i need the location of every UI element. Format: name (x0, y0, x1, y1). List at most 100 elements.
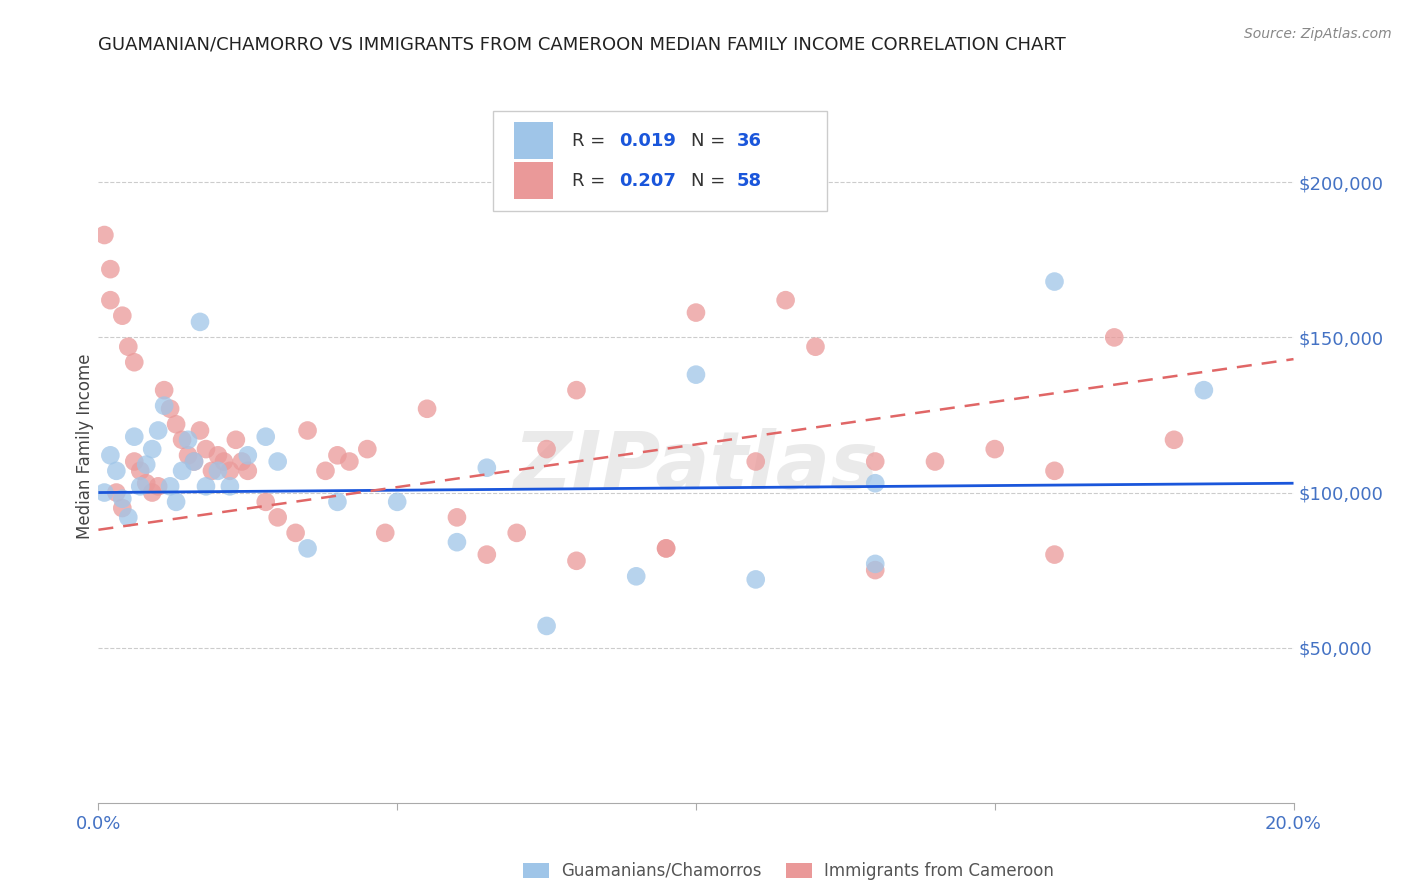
Point (536, 442, 558, 456)
Point (93, 485, 115, 500)
Point (105, 485, 128, 500)
Point (297, 424, 319, 438)
Point (148, 479, 170, 493)
Text: R =: R = (572, 171, 610, 189)
Point (236, 448, 259, 462)
Point (111, 309, 134, 323)
Point (183, 454, 205, 468)
Point (446, 510, 468, 524)
Point (1163, 433, 1185, 447)
Point (374, 525, 396, 540)
Text: ZIPatlas: ZIPatlas (513, 428, 879, 507)
Point (177, 433, 200, 447)
Point (356, 442, 378, 456)
Point (129, 479, 152, 493)
Point (865, 476, 887, 491)
Point (219, 464, 242, 478)
Point (111, 501, 134, 516)
Point (254, 430, 277, 444)
Point (745, 573, 768, 587)
Point (416, 401, 439, 416)
Point (141, 442, 163, 456)
Point (254, 495, 277, 509)
Point (135, 476, 157, 491)
Point (655, 541, 678, 556)
Point (475, 460, 498, 475)
Point (159, 401, 181, 416)
Point (225, 433, 247, 447)
Point (195, 442, 218, 456)
Point (93, 227, 115, 242)
Point (219, 479, 242, 493)
Point (655, 541, 678, 556)
Point (172, 464, 194, 478)
Point (159, 479, 181, 493)
Bar (515, 162, 553, 199)
Bar (523, 863, 548, 879)
Point (111, 491, 134, 506)
Point (100, 262, 122, 277)
Point (201, 464, 224, 478)
Point (124, 454, 146, 468)
Point (183, 454, 205, 468)
Point (745, 454, 768, 468)
Point (626, 569, 648, 583)
Point (165, 417, 187, 432)
Bar (786, 863, 811, 879)
Point (506, 525, 529, 540)
Point (446, 535, 468, 549)
Point (212, 454, 235, 468)
Point (177, 448, 200, 462)
Point (984, 442, 1007, 456)
FancyBboxPatch shape (494, 111, 828, 211)
Point (195, 479, 218, 493)
Point (172, 433, 194, 447)
Text: Source: ZipAtlas.com: Source: ZipAtlas.com (1244, 27, 1392, 41)
Text: 0.019: 0.019 (620, 132, 676, 150)
Point (129, 464, 152, 478)
Point (124, 430, 146, 444)
Text: 0.207: 0.207 (620, 171, 676, 189)
Point (100, 293, 122, 308)
Point (1192, 383, 1215, 397)
Point (135, 458, 157, 472)
Point (475, 548, 498, 562)
Point (1043, 275, 1066, 289)
Point (124, 355, 146, 369)
Point (100, 448, 122, 462)
Point (865, 563, 887, 577)
Point (339, 454, 360, 468)
Point (1043, 548, 1066, 562)
Point (153, 399, 176, 413)
Point (565, 554, 588, 568)
Text: Guamanians/Chamorros: Guamanians/Chamorros (561, 862, 762, 880)
Text: N =: N = (692, 171, 731, 189)
Point (117, 510, 139, 524)
Point (1043, 464, 1066, 478)
Text: Immigrants from Cameroon: Immigrants from Cameroon (824, 862, 1053, 880)
Point (153, 383, 176, 397)
Point (117, 340, 139, 354)
Text: R =: R = (572, 132, 610, 150)
Point (326, 495, 349, 509)
Point (188, 315, 211, 329)
Point (148, 424, 170, 438)
Point (207, 448, 229, 462)
Text: N =: N = (692, 132, 731, 150)
Point (865, 454, 887, 468)
Point (297, 541, 319, 556)
Point (267, 510, 290, 524)
Point (231, 454, 253, 468)
Point (1104, 330, 1126, 344)
Point (804, 340, 827, 354)
Point (865, 557, 887, 571)
Point (385, 495, 409, 509)
Point (924, 454, 946, 468)
Point (315, 464, 337, 478)
Point (685, 368, 707, 382)
Text: GUAMANIAN/CHAMORRO VS IMMIGRANTS FROM CAMEROON MEDIAN FAMILY INCOME CORRELATION : GUAMANIAN/CHAMORRO VS IMMIGRANTS FROM CA… (98, 36, 1066, 54)
Point (284, 525, 307, 540)
Y-axis label: Median Family Income: Median Family Income (76, 353, 94, 539)
Bar (515, 122, 553, 159)
Point (326, 448, 349, 462)
